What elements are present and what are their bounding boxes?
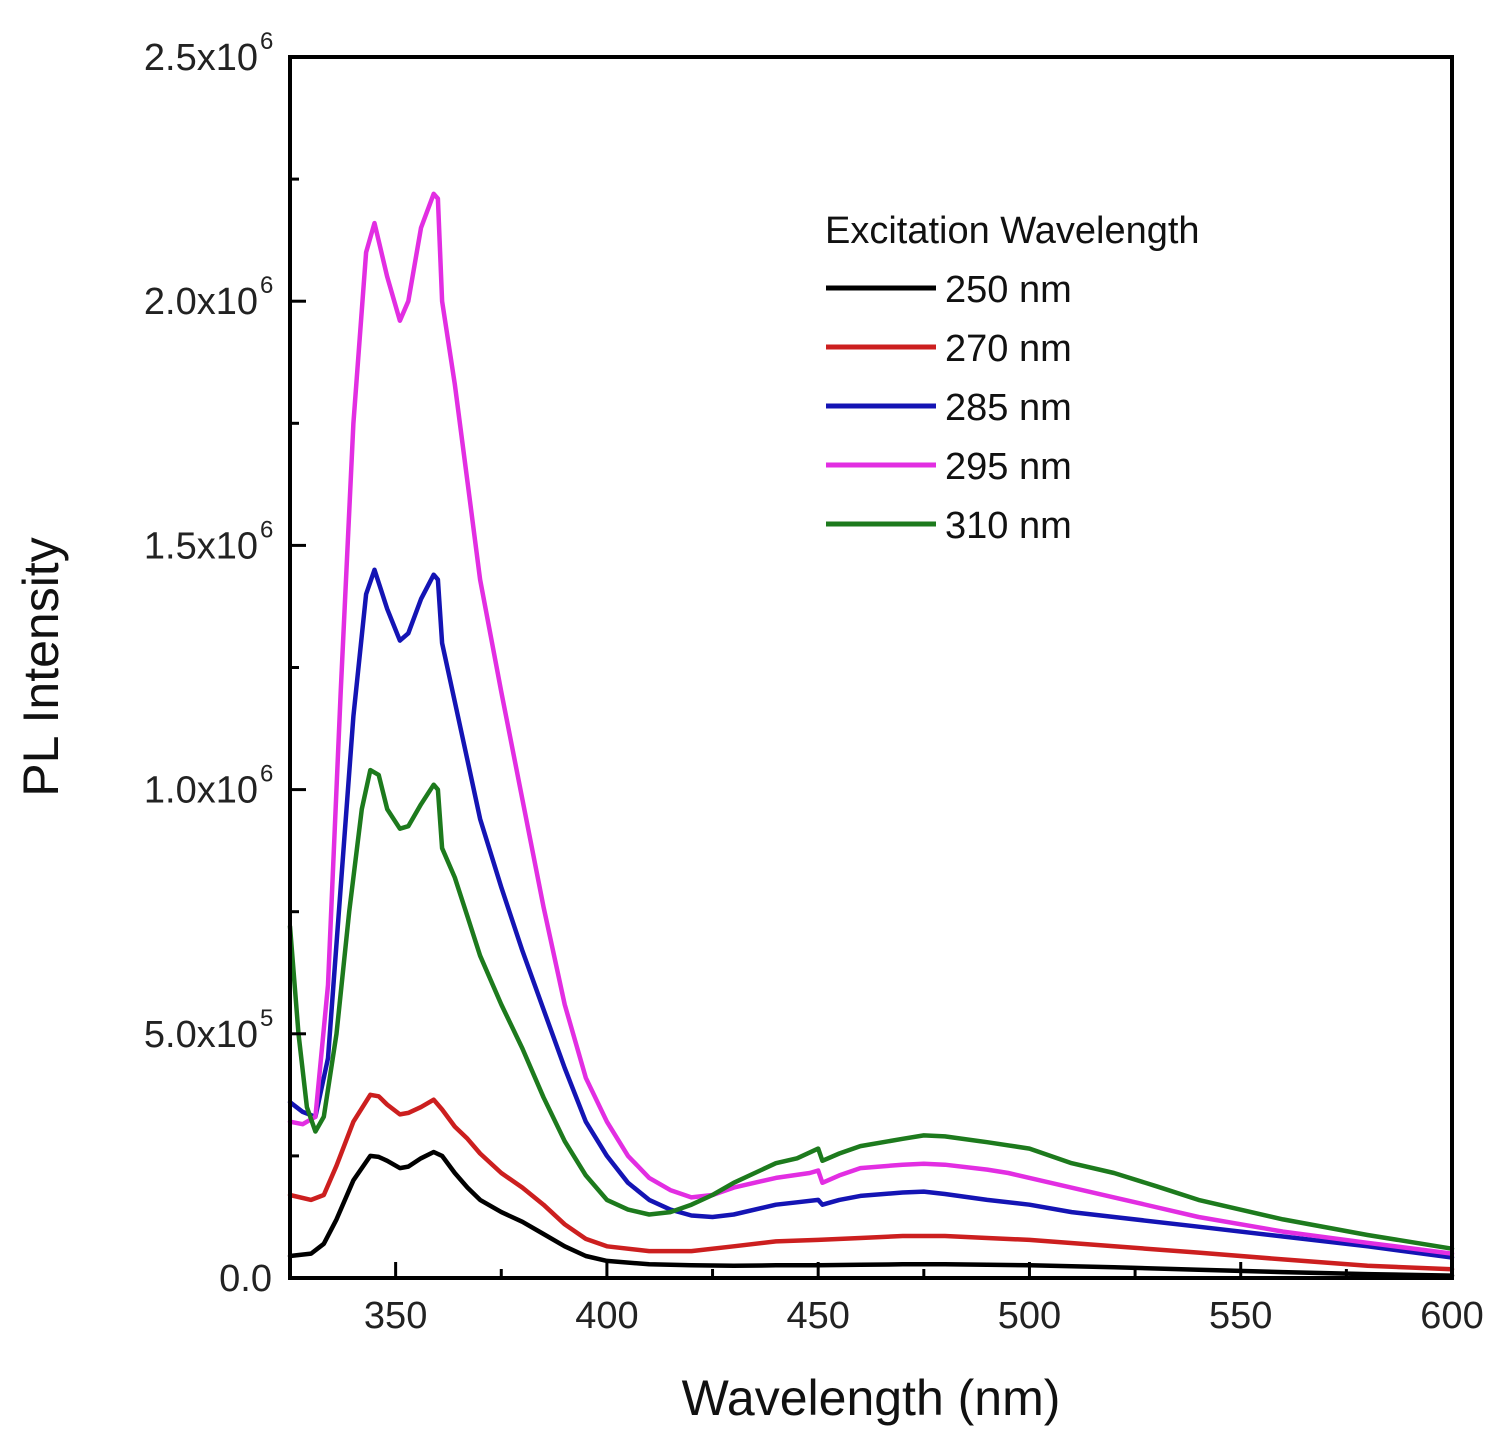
legend-label: 310 nm bbox=[945, 505, 1072, 547]
x-axis-title: Wavelength (nm) bbox=[682, 1370, 1061, 1426]
x-axis: 350 400 450 500 550 600 bbox=[288, 1262, 1484, 1337]
legend: Excitation Wavelength 250 nm 270 nm 285 nm… bbox=[825, 210, 1200, 547]
series-line-310-nm bbox=[287, 767, 1455, 1251]
series-line-250-nm bbox=[287, 1149, 1455, 1278]
legend-label: 270 nm bbox=[945, 328, 1072, 370]
y-tick-label: 2.5x10 bbox=[144, 37, 258, 79]
y-tick-exponent: 6 bbox=[260, 761, 273, 788]
series-line-285-nm bbox=[287, 567, 1455, 1260]
legend-title: Excitation Wavelength bbox=[825, 210, 1200, 252]
legend-label: 295 nm bbox=[945, 446, 1072, 488]
x-tick-label: 600 bbox=[1420, 1295, 1483, 1337]
y-tick-exponent: 6 bbox=[260, 272, 273, 299]
x-tick-label: 550 bbox=[1209, 1295, 1272, 1337]
y-tick-label: 1.0x10 bbox=[144, 770, 258, 812]
legend-label: 285 nm bbox=[945, 387, 1072, 429]
x-tick-label: 400 bbox=[575, 1295, 638, 1337]
y-axis: 0.05.0x10 51.0x10 61.5x10 62.0x10 62.5x10 6 bbox=[144, 28, 306, 1300]
y-tick-label: 1.5x10 bbox=[144, 525, 258, 567]
y-tick-label: 2.0x10 bbox=[144, 281, 258, 323]
x-tick-label: 500 bbox=[998, 1295, 1061, 1337]
x-tick-label: 450 bbox=[786, 1295, 849, 1337]
series-line-295-nm bbox=[287, 191, 1455, 1256]
y-tick-exponent: 6 bbox=[260, 516, 273, 543]
y-tick-label: 5.0x10 bbox=[144, 1014, 258, 1056]
legend-label: 250 nm bbox=[945, 269, 1072, 311]
x-tick-label: 350 bbox=[364, 1295, 427, 1337]
series-layer bbox=[287, 191, 1455, 1278]
y-axis-title: PL Intensity bbox=[13, 537, 69, 796]
series-line-270-nm bbox=[287, 1092, 1455, 1272]
y-tick-exponent: 6 bbox=[260, 28, 273, 55]
y-tick-exponent: 5 bbox=[260, 1005, 273, 1032]
y-tick-label: 0.0 bbox=[219, 1258, 272, 1300]
